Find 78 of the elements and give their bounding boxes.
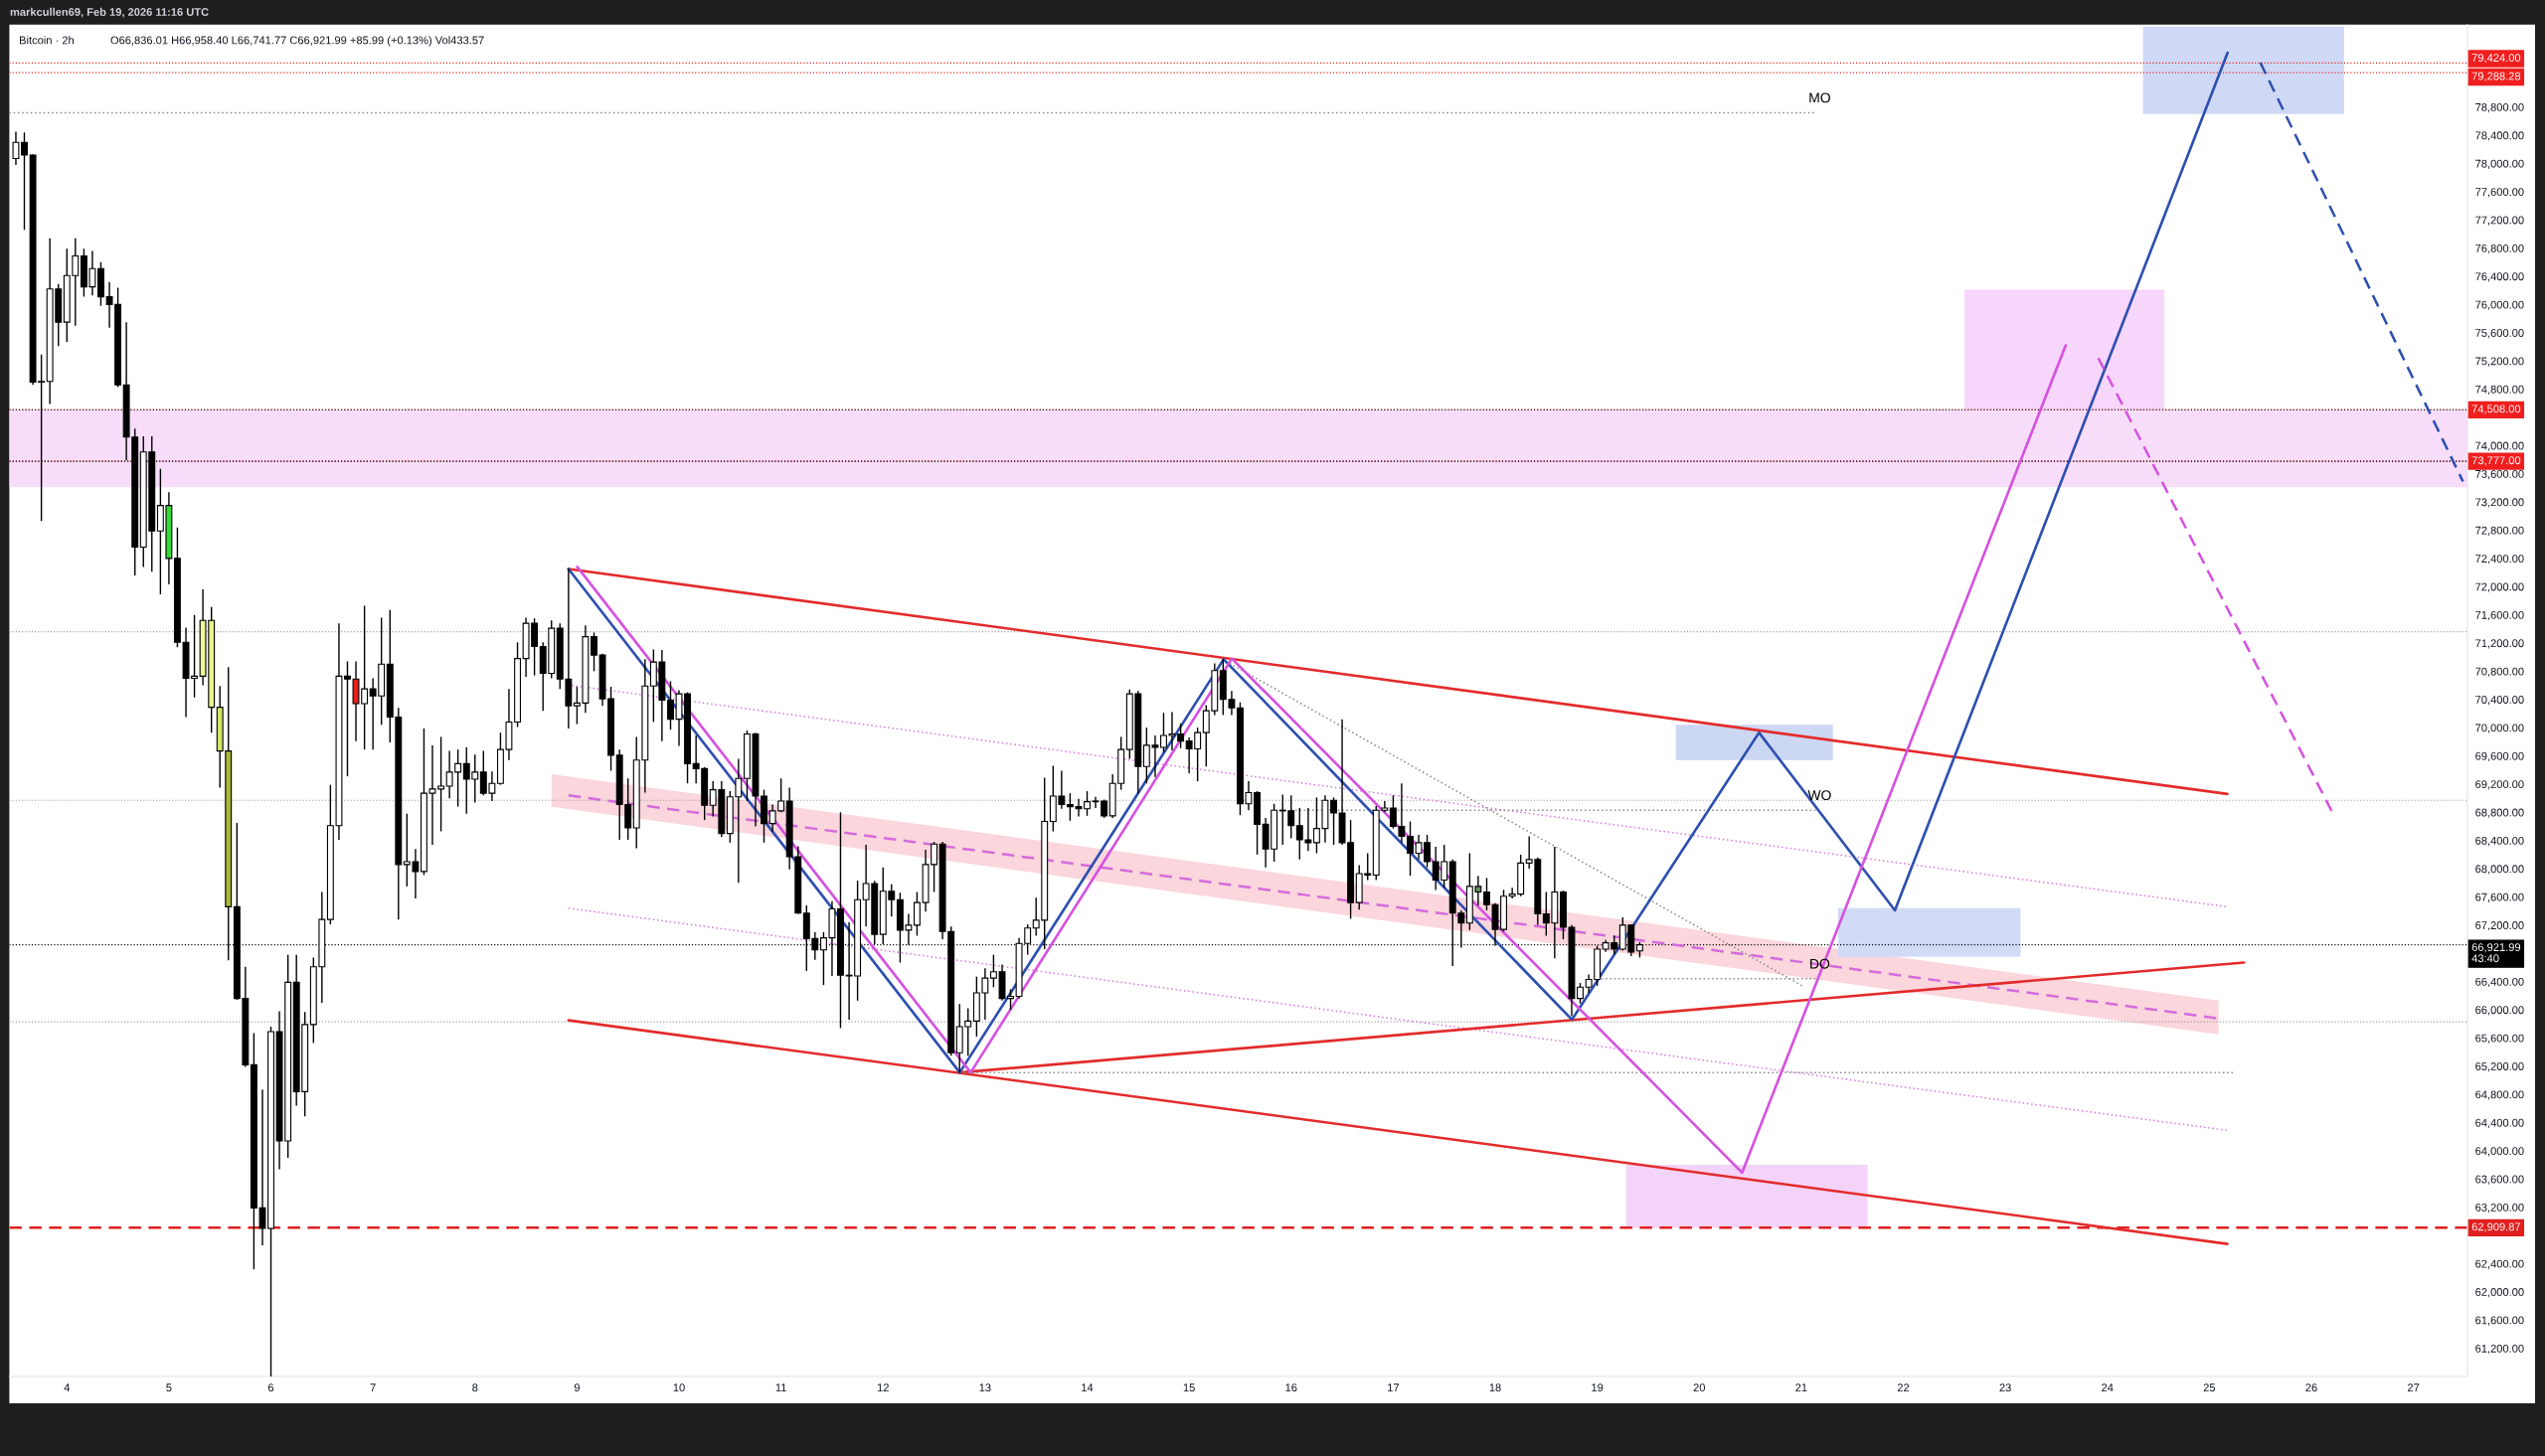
x-tick-label: 19	[1592, 1383, 1604, 1392]
ref-line-label: 74,508.00	[2471, 404, 2521, 414]
y-tick-label: 72,800.00	[2475, 526, 2524, 536]
y-tick-label: 74,800.00	[2475, 385, 2524, 396]
y-tick-label: 62,400.00	[2475, 1259, 2524, 1269]
y-tick-label: 66,400.00	[2475, 977, 2524, 988]
y-tick-label: 76,400.00	[2475, 272, 2524, 282]
x-tick-label: 24	[2102, 1383, 2114, 1391]
text: O66,836.01 H66,958.40 L66,741.77 C66,921.99 +85.99 (+0.13%) Vol433.57	[110, 36, 484, 47]
y-tick-label: 65,200.00	[2475, 1062, 2524, 1072]
text: Bitcoin · 2h	[20, 36, 74, 45]
y-tick-label: 75,200.00	[2475, 357, 2524, 367]
x-tick-label: 11	[775, 1383, 786, 1391]
y-tick-label: 62,000.00	[2475, 1288, 2524, 1298]
y-tick-label: 68,800.00	[2475, 808, 2524, 818]
y-tick-label: 64,400.00	[2475, 1118, 2524, 1128]
x-tick-label: 21	[1795, 1383, 1807, 1391]
y-tick-label: 74,000.00	[2475, 441, 2524, 451]
x-tick-label: 10	[673, 1383, 685, 1392]
y-tick-label: 71,600.00	[2475, 610, 2524, 621]
x-tick-label: 13	[979, 1383, 991, 1392]
y-tick-label: 72,000.00	[2475, 582, 2524, 592]
y-tick-label: 66,000.00	[2475, 1006, 2524, 1016]
y-tick-label: 73,600.00	[2475, 469, 2524, 480]
y-tick-label: 61,600.00	[2475, 1316, 2524, 1326]
y-tick-label: 76,000.00	[2475, 300, 2524, 310]
y-tick-label: 78,000.00	[2475, 159, 2524, 169]
ref-line-label: 79,424.00	[2471, 54, 2521, 64]
y-tick-label: 69,600.00	[2475, 751, 2524, 761]
x-tick-label: 17	[1388, 1383, 1399, 1391]
y-tick-label: 70,400.00	[2475, 696, 2524, 706]
x-tick-label: 7	[370, 1383, 376, 1391]
x-tick-label: 22	[1897, 1383, 1910, 1391]
x-tick-label: 23	[1999, 1383, 2011, 1392]
ref-line-label: 66,921.99 43:40	[2471, 943, 2521, 963]
y-tick-label: 67,200.00	[2475, 921, 2524, 931]
x-tick-label: 15	[1183, 1383, 1195, 1392]
text: markcullen69, Feb 19, 2026 11:16 UTC	[10, 7, 209, 18]
y-tick-label: 71,200.00	[2475, 639, 2524, 649]
x-tick-label: 16	[1285, 1383, 1297, 1392]
y-tick-label: 63,200.00	[2475, 1203, 2524, 1213]
y-tick-label: 72,400.00	[2475, 555, 2524, 565]
y-tick-label: 77,200.00	[2475, 216, 2524, 226]
x-tick-label: 18	[1489, 1383, 1501, 1392]
x-tick-label: 5	[166, 1383, 172, 1392]
x-tick-label: 6	[268, 1383, 274, 1392]
y-tick-label: 63,600.00	[2475, 1175, 2524, 1185]
x-tick-label: 9	[574, 1383, 580, 1392]
x-tick-label: 4	[64, 1383, 71, 1391]
ref-line-label: 79,288.28	[2471, 72, 2521, 81]
x-tick-label: 14	[1082, 1383, 1094, 1391]
y-tick-label: 65,600.00	[2475, 1034, 2524, 1044]
y-tick-label: 70,000.00	[2475, 724, 2524, 733]
y-tick-label: 67,600.00	[2475, 892, 2524, 902]
y-tick-label: 64,000.00	[2475, 1147, 2524, 1157]
x-tick-label: 8	[472, 1383, 478, 1392]
y-tick-label: 69,200.00	[2475, 780, 2524, 790]
series-label: MO	[1809, 92, 1830, 103]
y-tick-label: 73,200.00	[2475, 498, 2524, 508]
series-label: WO	[1807, 790, 1831, 801]
x-tick-label: 25	[2203, 1383, 2216, 1392]
y-tick-label: 64,800.00	[2475, 1090, 2524, 1100]
y-tick-label: 75,600.00	[2475, 329, 2524, 339]
y-tick-label: 70,800.00	[2475, 667, 2524, 677]
y-tick-label: 78,800.00	[2475, 102, 2524, 113]
y-tick-label: 76,800.00	[2475, 243, 2524, 254]
ref-line-label: 62,909.87	[2471, 1222, 2521, 1232]
y-tick-label: 68,000.00	[2475, 865, 2524, 875]
y-tick-label: 68,400.00	[2475, 836, 2524, 847]
series-label: DO	[1810, 958, 1830, 969]
y-tick-label: 61,200.00	[2475, 1344, 2524, 1355]
y-tick-label: 77,600.00	[2475, 188, 2524, 198]
x-tick-label: 12	[877, 1383, 889, 1391]
ref-line-label: 73,777.00	[2471, 456, 2521, 466]
y-tick-label: 78,400.00	[2475, 131, 2524, 141]
x-tick-label: 27	[2407, 1383, 2420, 1391]
x-tick-label: 26	[2305, 1383, 2317, 1392]
x-tick-label: 20	[1693, 1383, 1705, 1392]
